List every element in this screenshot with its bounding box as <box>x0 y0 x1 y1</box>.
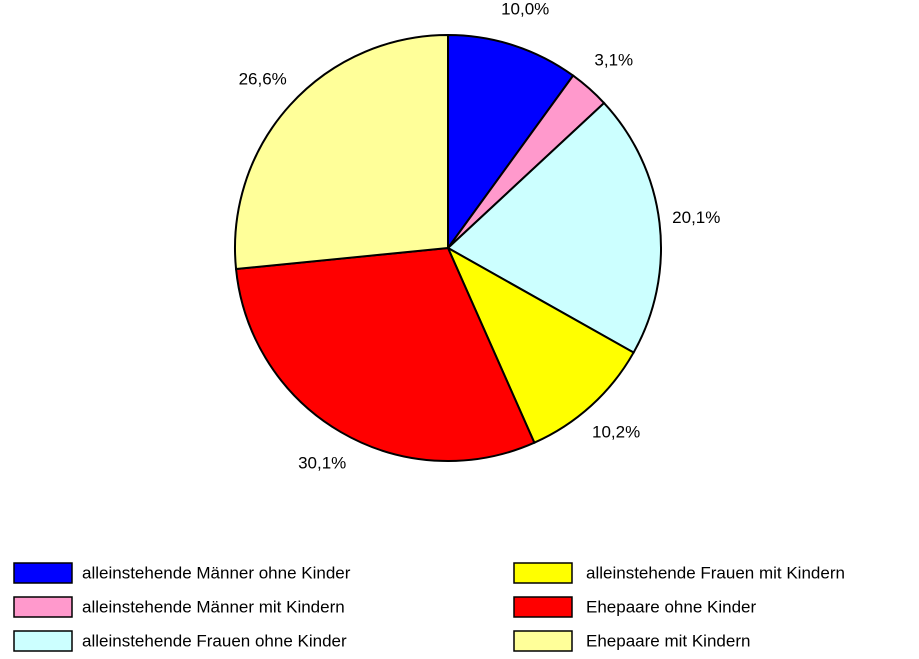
data-label: 10,0% <box>501 0 549 19</box>
legend-swatch <box>13 630 73 652</box>
legend-label: alleinstehende Frauen mit Kindern <box>586 563 845 582</box>
legend-swatch <box>513 630 573 652</box>
data-label: 26,6% <box>239 70 287 89</box>
legend-swatch <box>13 562 73 584</box>
data-label: 20,1% <box>672 208 720 227</box>
legend-swatch <box>513 562 573 584</box>
legend-swatch <box>513 596 573 618</box>
data-label: 10,2% <box>592 423 640 442</box>
legend-label: alleinstehende Frauen ohne Kinder <box>82 631 347 650</box>
legend-label: Ehepaare mit Kindern <box>586 631 750 650</box>
legend-label: alleinstehende Männer ohne Kinder <box>82 563 351 582</box>
legend-label: Ehepaare ohne Kinder <box>586 597 756 616</box>
pie-slice <box>447 33 575 252</box>
legend-label: alleinstehende Männer mit Kindern <box>82 597 345 616</box>
pie-slice <box>445 245 635 445</box>
pie-slice <box>446 101 662 354</box>
pie-slice <box>234 33 449 271</box>
data-label: 30,1% <box>298 454 346 473</box>
pie-slice <box>234 246 536 462</box>
data-label: 3,1% <box>594 50 633 69</box>
legend-swatch <box>13 596 73 618</box>
